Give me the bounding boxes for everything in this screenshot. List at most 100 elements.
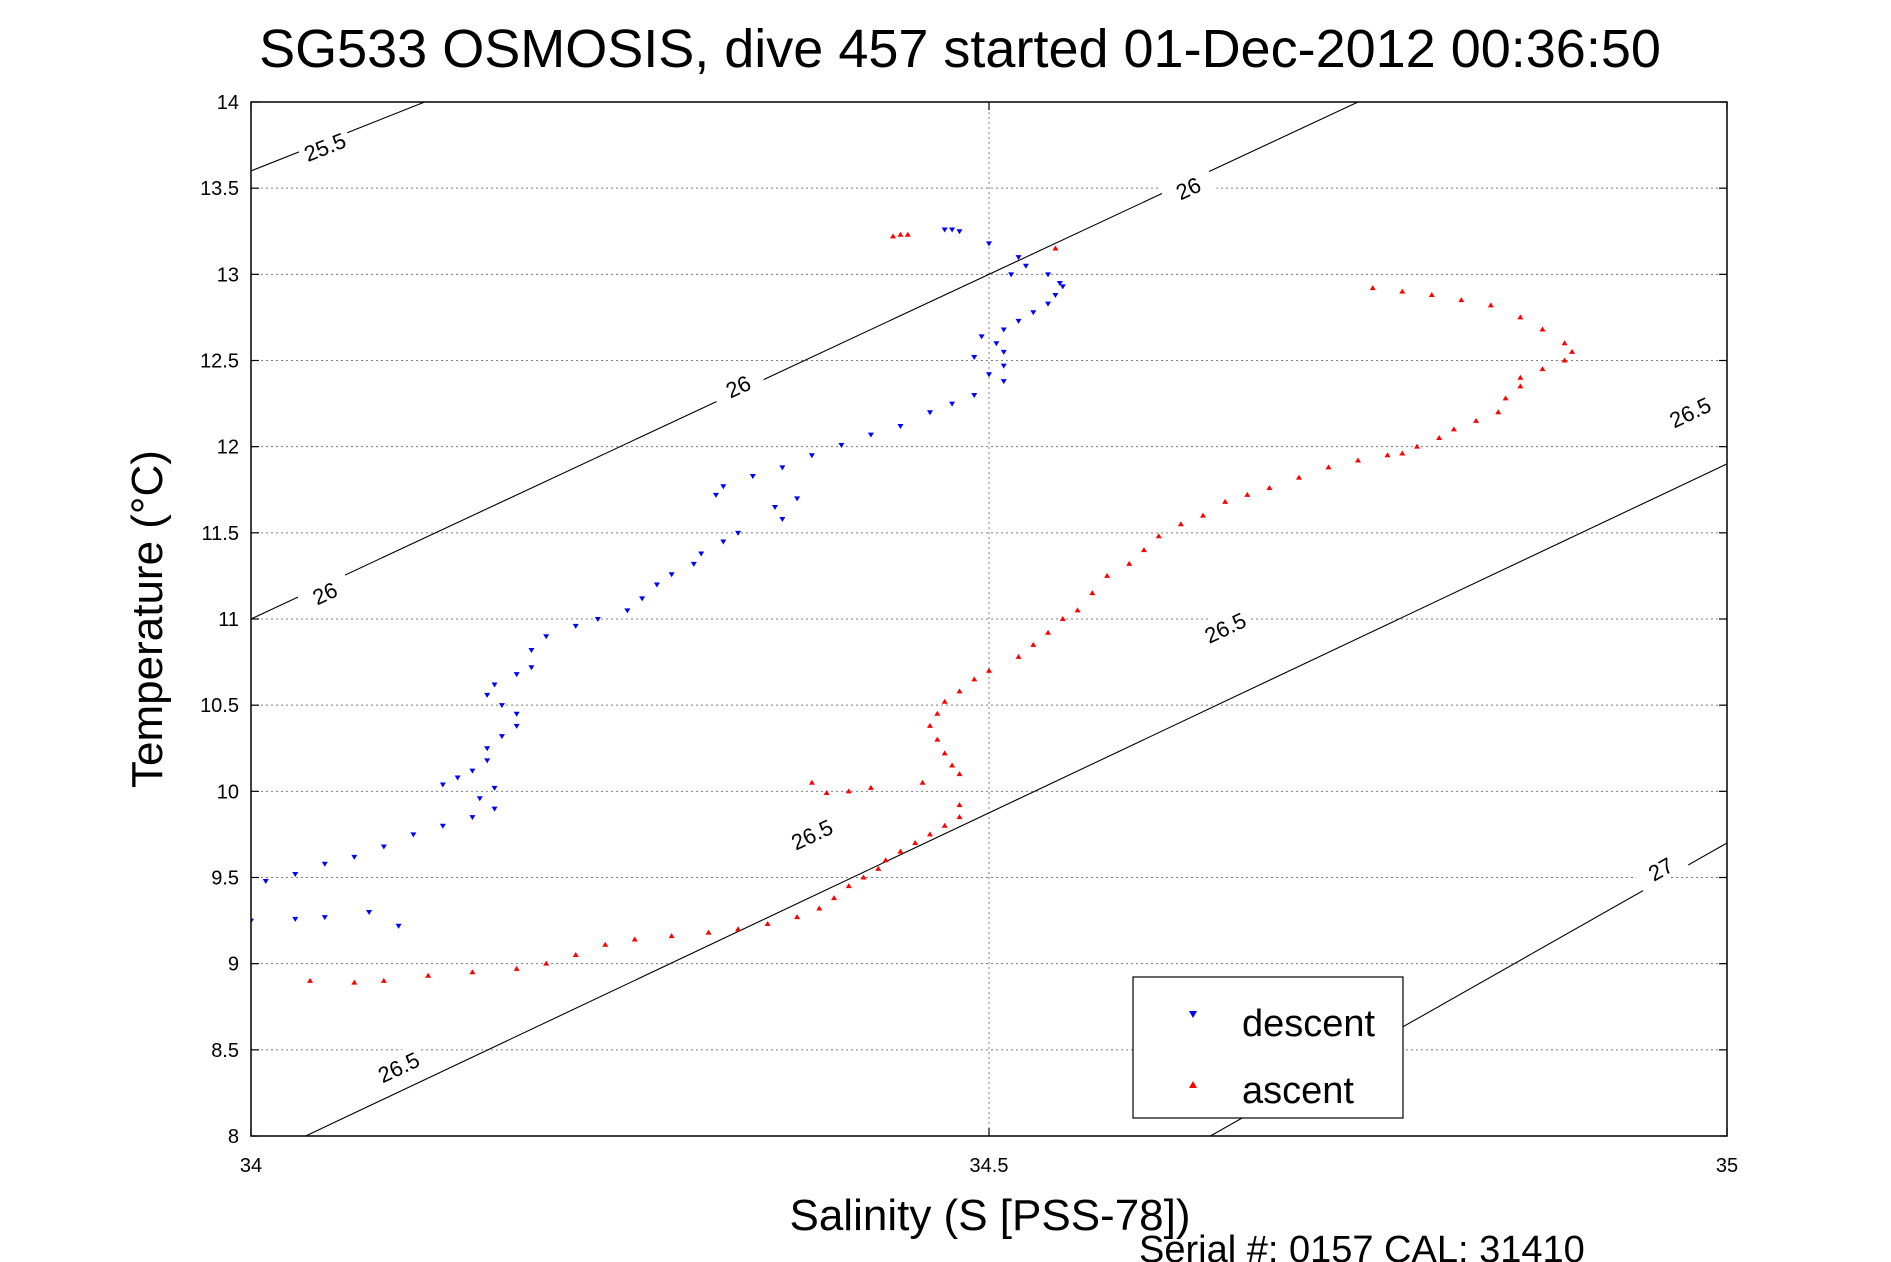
- ascent-point: [1126, 560, 1133, 566]
- ascent-point: [919, 779, 926, 785]
- ascent-point: [926, 722, 933, 728]
- ascent-point: [159, 962, 165, 967]
- ascent-point: [875, 865, 882, 871]
- descent-point: [439, 823, 446, 829]
- descent-point: [130, 905, 136, 910]
- ascent-point: [1517, 383, 1524, 389]
- ascent-point: [934, 710, 941, 716]
- descent-point: [1000, 327, 1007, 333]
- descent-point: [986, 241, 992, 247]
- descent-point: [941, 227, 948, 233]
- descent-point: [867, 432, 874, 438]
- ascent-point: [1458, 297, 1465, 303]
- ascent-point: [823, 790, 830, 796]
- descent-point: [380, 844, 387, 850]
- ascent-point: [602, 941, 609, 947]
- ascent-point: [469, 969, 476, 975]
- descent-point: [484, 746, 491, 752]
- ascent-point: [1399, 450, 1406, 456]
- descent-point: [779, 517, 786, 523]
- descent-point: [262, 878, 269, 884]
- ascent-point: [904, 231, 911, 237]
- contour-label-bg: [1158, 164, 1217, 211]
- ascent-point: [934, 736, 941, 742]
- descent-point: [1000, 363, 1007, 369]
- ascent-point: [307, 977, 314, 983]
- ascent-point: [1222, 498, 1229, 504]
- descent-point: [794, 496, 801, 502]
- descent-point: [1015, 255, 1022, 261]
- descent-point: [395, 923, 402, 929]
- descent-point: [993, 341, 1000, 347]
- ascent-point: [1104, 572, 1111, 578]
- descent-point: [321, 915, 328, 921]
- descent-point: [1015, 318, 1022, 324]
- ascent-point: [956, 802, 963, 808]
- y-tick-label: 10.5: [200, 695, 239, 717]
- legend-descent-label: descent: [1242, 1003, 1376, 1045]
- ascent-point: [351, 979, 358, 985]
- ascent-point: [1384, 452, 1391, 458]
- axis-ticks: 8 8.5 9 9.5 10 10.5 11 11.5 12 12.5 13 13.5 14 34 34.5…: [200, 92, 1738, 1177]
- x-axis-label: Salinity (S [PSS-78]): [789, 1191, 1190, 1240]
- legend-descent-marker: [1189, 1011, 1197, 1018]
- ascent-point: [425, 972, 432, 978]
- ascent-point: [1059, 616, 1066, 621]
- y-tick-label: 8.5: [211, 1040, 239, 1062]
- contour-label-bg: [782, 810, 841, 857]
- ascent-point: [130, 961, 136, 966]
- descent-point: [543, 634, 550, 640]
- descent-point: [1022, 263, 1029, 269]
- descent-point: [491, 806, 498, 812]
- ascent-point: [867, 784, 874, 790]
- descent-point: [491, 785, 498, 791]
- ascent-point: [1177, 521, 1184, 527]
- descent-point: [189, 889, 195, 894]
- ascent-point: [1140, 547, 1147, 553]
- descent-point: [1000, 379, 1007, 385]
- ascent-point: [513, 965, 520, 971]
- ascent-point: [1561, 357, 1568, 363]
- y-tick-label: 12: [217, 437, 239, 459]
- descent-point: [513, 723, 520, 729]
- descent-point: [735, 530, 742, 536]
- legend-ascent-marker: [1189, 1081, 1197, 1088]
- ascent-point: [882, 857, 889, 863]
- legend: descent ascent: [1132, 976, 1404, 1119]
- descent-point: [712, 492, 719, 498]
- ascent-point: [1266, 485, 1273, 491]
- ascent-point: [1155, 533, 1162, 539]
- ascent-point: [845, 788, 852, 794]
- contour-label-bg: [295, 124, 354, 168]
- ascent-point: [1089, 590, 1096, 596]
- descent-point: [779, 465, 786, 471]
- ascent-point: [1200, 512, 1207, 518]
- descent-point: [949, 227, 956, 233]
- ascent-point: [71, 961, 77, 966]
- descent-point: [498, 703, 505, 709]
- ascent-point: [764, 921, 771, 927]
- descent-point: [624, 608, 631, 614]
- descent-point: [838, 442, 845, 448]
- descent-point: [749, 473, 756, 479]
- descent-point: [926, 410, 933, 416]
- ascent-point: [1244, 491, 1251, 497]
- descent-point: [1059, 284, 1066, 290]
- ascent-point: [380, 977, 387, 983]
- y-axis-label: Temperature (°C): [123, 450, 172, 788]
- descent-point: [366, 909, 373, 915]
- ascent-point: [1325, 464, 1332, 470]
- descent-point: [1030, 310, 1037, 316]
- descent-point: [690, 561, 697, 567]
- descent-point: [211, 919, 217, 924]
- ascent-point: [1539, 326, 1546, 332]
- ascent-point: [956, 771, 963, 777]
- descent-point: [182, 922, 188, 927]
- ascent-point: [1399, 288, 1406, 294]
- descent-point: [484, 758, 491, 764]
- descent-point: [439, 782, 446, 788]
- y-tick-label: 9.5: [211, 868, 239, 890]
- contour-label-bg: [1660, 388, 1719, 435]
- contour-label-bg: [1195, 603, 1254, 650]
